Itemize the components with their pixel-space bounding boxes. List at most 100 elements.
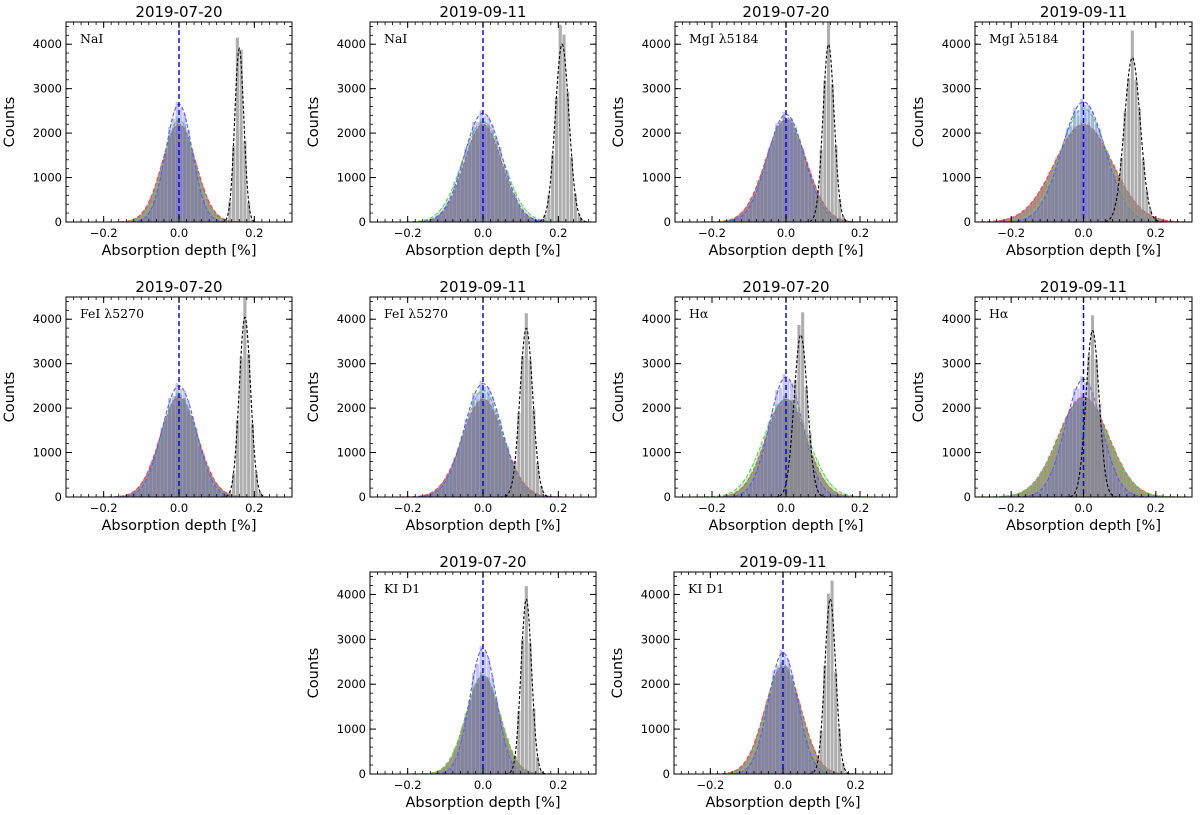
histogram-bar: [502, 437, 506, 497]
panel-title: 2019-09-11: [739, 553, 826, 571]
histogram-bar: [804, 165, 808, 222]
histogram-bar: [434, 214, 438, 222]
histogram-bar: [201, 456, 206, 497]
histogram-bar: [760, 454, 764, 497]
histogram-bar: [1112, 449, 1116, 497]
x-tick-label: 0.0: [474, 226, 492, 240]
histogram-bar: [1094, 124, 1098, 222]
histogram-bar: [778, 123, 782, 222]
panel-title: 2019-07-20: [439, 553, 526, 571]
histogram-bar: [1083, 104, 1087, 222]
histogram-bar: [205, 470, 209, 497]
y-tick-label: 0: [55, 215, 62, 229]
series-signal: [370, 313, 596, 497]
histogram-bar: [175, 101, 179, 222]
histogram-bar: [827, 481, 831, 497]
histogram-bar: [190, 151, 194, 222]
x-tick-label: 0.2: [851, 501, 869, 515]
histogram-bar: [250, 423, 255, 497]
histogram-bar: [498, 717, 502, 774]
histogram-bar: [1105, 444, 1109, 497]
x-tick-label: −0.2: [698, 226, 726, 240]
histogram-bar: [749, 204, 753, 222]
histogram-bar: [475, 399, 479, 497]
histogram-bar: [577, 214, 581, 222]
x-axis-label: Absorption depth [%]: [708, 518, 863, 534]
y-tick-label: 0: [664, 215, 671, 229]
histogram-bar: [1025, 217, 1029, 222]
histogram-bar: [1076, 407, 1080, 497]
histogram-bar: [468, 142, 472, 222]
histogram-bar: [1076, 483, 1080, 497]
histogram-bar: [812, 772, 816, 774]
histogram-bar: [468, 411, 472, 497]
histogram-bar: [205, 472, 209, 497]
histogram-bar: [786, 667, 790, 774]
histogram-bar: [743, 767, 747, 774]
histogram-bar: [1044, 197, 1048, 222]
histogram-bar: [1051, 178, 1055, 222]
histogram-bar: [190, 416, 194, 497]
histogram-bar: [745, 476, 749, 497]
histogram-bar: [1091, 117, 1095, 222]
histogram-bar: [1119, 157, 1123, 222]
histogram-bar: [1127, 477, 1131, 497]
histogram-bar: [1087, 109, 1091, 222]
histogram-bar: [1112, 209, 1116, 222]
histogram-bar: [1109, 493, 1113, 497]
histogram-bar: [156, 448, 160, 497]
histogram-bar: [509, 761, 513, 774]
histogram-bar: [1116, 478, 1120, 497]
histogram-bar: [1040, 471, 1044, 497]
histogram-bar: [472, 392, 476, 497]
histogram-bar: [730, 491, 734, 497]
histogram-bar: [532, 217, 536, 222]
histogram-bar: [453, 181, 457, 222]
histogram-bar: [738, 494, 742, 497]
histogram-bar: [551, 154, 555, 222]
histogram-bar: [209, 215, 213, 222]
histogram-bar: [778, 495, 782, 497]
histogram-bar: [453, 761, 457, 774]
histogram-bar: [468, 415, 472, 497]
histogram-bar: [827, 492, 831, 497]
histogram-bar: [761, 727, 765, 774]
histogram-bar: [152, 461, 157, 497]
histogram-bar: [797, 139, 801, 222]
histogram-bar: [156, 445, 160, 497]
histogram-bar: [812, 473, 816, 497]
histogram-bar: [1062, 427, 1066, 497]
histogram-bar: [232, 145, 236, 222]
histogram-bar: [757, 735, 761, 774]
species-label: KI D1: [688, 581, 724, 596]
species-label: FeI λ5270: [384, 306, 448, 321]
histogram-bar: [841, 493, 845, 497]
x-tick-label: 0.2: [1147, 501, 1165, 515]
histogram-bar: [198, 449, 202, 497]
histogram-bar: [468, 700, 472, 774]
histogram-bar: [1116, 190, 1120, 222]
histogram-bar: [819, 495, 823, 497]
histogram-bar: [1105, 482, 1109, 497]
histogram-bar: [1033, 208, 1037, 222]
x-axis-label: Absorption depth [%]: [405, 518, 560, 534]
histogram-bar: [205, 205, 209, 222]
histogram-bar: [213, 485, 217, 497]
histogram-bar: [475, 121, 479, 222]
histogram-bar: [771, 416, 775, 497]
histogram-bar: [220, 493, 224, 497]
histogram-bar: [1051, 469, 1055, 497]
y-tick-label: 1000: [337, 722, 366, 736]
histogram-bar: [757, 741, 761, 774]
histogram-bar: [1152, 494, 1156, 497]
histogram-bar: [152, 457, 157, 497]
histogram-bar: [536, 757, 540, 774]
histogram-bar: [749, 203, 753, 222]
histogram-bar: [1148, 209, 1152, 222]
histogram-bar: [738, 217, 742, 222]
y-tick-label: 1000: [33, 446, 62, 460]
species-label: FeI λ5270: [80, 306, 144, 321]
histogram-bar: [760, 175, 764, 222]
y-tick-label: 3000: [337, 357, 366, 371]
histogram-bar: [838, 491, 842, 497]
